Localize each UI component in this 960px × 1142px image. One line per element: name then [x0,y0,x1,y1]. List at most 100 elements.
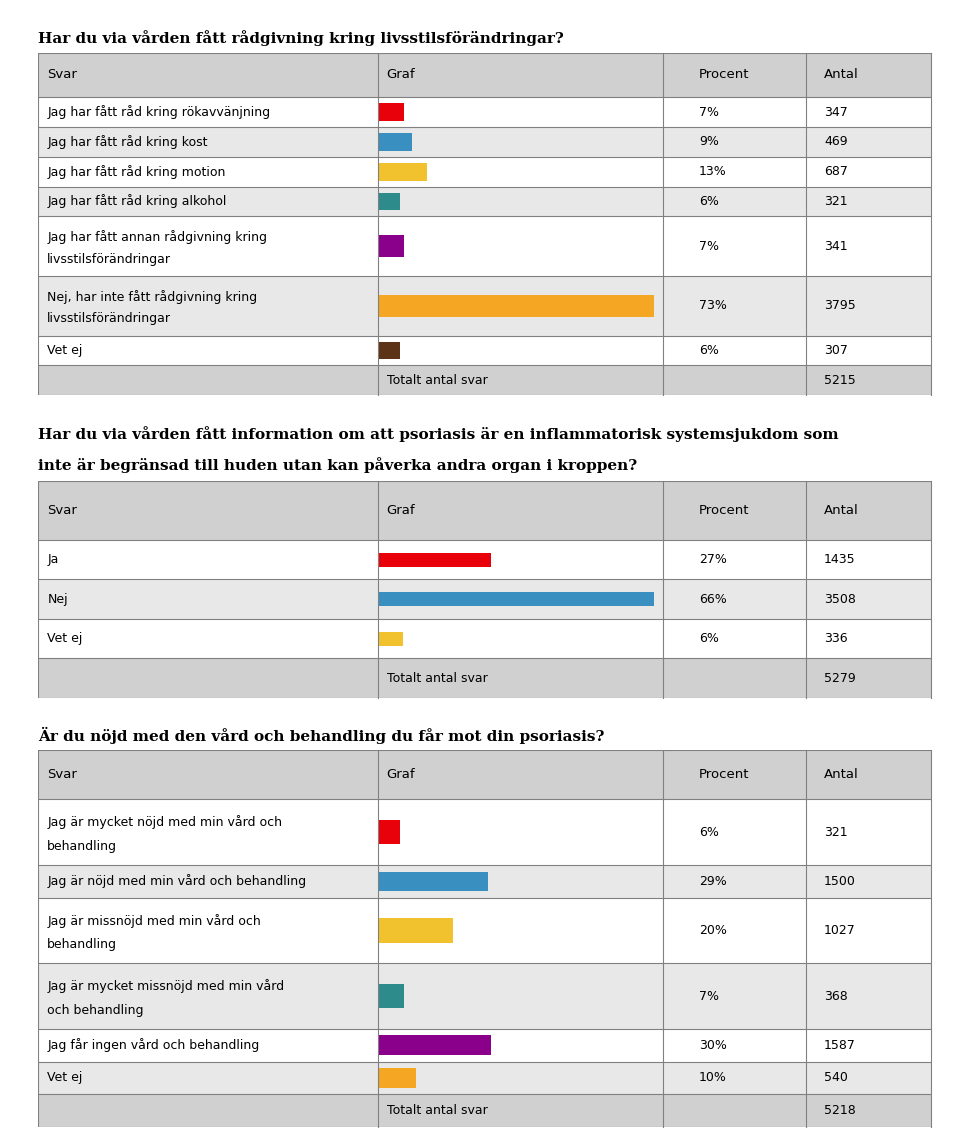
Text: 13%: 13% [699,166,727,178]
Text: Jag är nöjd med min vård och behandling: Jag är nöjd med min vård och behandling [47,875,306,888]
Text: livsstilsförändringar: livsstilsförändringar [47,252,171,266]
Bar [377,132,412,151]
Bar [377,163,427,180]
Text: Vet ej: Vet ej [47,1071,83,1085]
Bar [38,799,931,864]
Bar [377,983,404,1008]
Text: 1027: 1027 [824,924,855,938]
Bar [38,1029,931,1062]
Bar [377,1036,492,1055]
Text: 1435: 1435 [824,553,855,566]
Text: 540: 540 [824,1071,848,1085]
Bar [38,127,931,156]
Bar [38,276,931,336]
Text: behandling: behandling [47,841,117,853]
Bar [38,750,931,799]
Text: 341: 341 [824,240,848,252]
Bar [377,235,404,257]
Text: 1587: 1587 [824,1039,856,1052]
Text: Svar: Svar [47,504,77,517]
Text: Vet ej: Vet ej [47,344,83,357]
Text: Jag har fått råd kring kost: Jag har fått råd kring kost [47,135,207,148]
Text: Graf: Graf [387,769,416,781]
Bar [38,1094,931,1127]
Bar [377,632,403,645]
Text: Nej, har inte fått rådgivning kring: Nej, har inte fått rådgivning kring [47,290,257,304]
Text: Ja: Ja [47,553,59,566]
Text: 6%: 6% [699,344,719,357]
Bar [38,336,931,365]
Bar [377,295,655,316]
Text: Totalt antal svar: Totalt antal svar [387,671,488,684]
Text: 3795: 3795 [824,299,855,312]
Bar [38,540,931,579]
Bar [38,898,931,964]
Text: 347: 347 [824,105,848,119]
Text: 321: 321 [824,195,848,208]
Text: Totalt antal svar: Totalt antal svar [387,1104,488,1117]
Text: Jag har fått råd kring alkohol: Jag har fått råd kring alkohol [47,194,227,209]
Text: 307: 307 [824,344,848,357]
Text: 6%: 6% [699,826,719,838]
Bar [377,341,400,360]
Text: 5218: 5218 [824,1104,855,1117]
Text: Har du via vården fått information om att psoriasis är en inflammatorisk systems: Har du via vården fått information om at… [38,426,839,442]
Bar [38,579,931,619]
Text: 469: 469 [824,136,848,148]
Text: Antal: Antal [824,504,859,517]
Bar [38,216,931,276]
Bar [38,186,931,216]
Text: Jag får ingen vård och behandling: Jag får ingen vård och behandling [47,1038,259,1052]
Bar [377,820,400,844]
Text: 7%: 7% [699,990,719,1003]
Text: Svar: Svar [47,69,77,81]
Bar [38,1062,931,1094]
Text: 7%: 7% [699,105,719,119]
Text: 1500: 1500 [824,875,856,887]
Bar [377,871,488,891]
Text: 6%: 6% [699,632,719,645]
Text: Har du via vården fått rådgivning kring livsstilsförändringar?: Har du via vården fått rådgivning kring … [38,30,564,46]
Bar [377,918,453,943]
Text: Antal: Antal [824,69,859,81]
Text: Jag har fått råd kring rökavvänjning: Jag har fått råd kring rökavvänjning [47,105,271,119]
Text: 9%: 9% [699,136,719,148]
Text: Graf: Graf [387,504,416,517]
Text: 5279: 5279 [824,671,855,684]
Text: 368: 368 [824,990,848,1003]
Bar [38,365,931,395]
Text: 5215: 5215 [824,373,855,387]
Text: Procent: Procent [699,69,750,81]
Bar [377,553,491,566]
Text: Graf: Graf [387,69,416,81]
Text: Totalt antal svar: Totalt antal svar [387,373,488,387]
Text: Är du nöjd med den vård och behandling du får mot din psoriasis?: Är du nöjd med den vård och behandling d… [38,726,605,745]
Text: 7%: 7% [699,240,719,252]
Bar [38,619,931,658]
Text: 20%: 20% [699,924,727,938]
Bar [38,97,931,127]
Text: 73%: 73% [699,299,727,312]
Text: 6%: 6% [699,195,719,208]
Text: 10%: 10% [699,1071,727,1085]
Text: 687: 687 [824,166,848,178]
Bar [377,103,404,121]
Text: 30%: 30% [699,1039,727,1052]
Text: inte är begränsad till huden utan kan påverka andra organ i kroppen?: inte är begränsad till huden utan kan på… [38,457,637,473]
Text: Jag är missnöjd med min vård och: Jag är missnöjd med min vård och [47,914,261,927]
Text: och behandling: och behandling [47,1004,144,1018]
Bar [377,592,655,606]
Text: 321: 321 [824,826,848,838]
Text: Antal: Antal [824,769,859,781]
Bar [38,481,931,540]
Text: Nej: Nej [47,593,68,605]
Bar [38,658,931,698]
Bar [38,864,931,898]
Text: 336: 336 [824,632,848,645]
Text: 66%: 66% [699,593,727,605]
Text: Jag är mycket missnöjd med min vård: Jag är mycket missnöjd med min vård [47,979,284,994]
Text: Procent: Procent [699,504,750,517]
Bar [377,193,400,210]
Text: 27%: 27% [699,553,727,566]
Text: Vet ej: Vet ej [47,632,83,645]
